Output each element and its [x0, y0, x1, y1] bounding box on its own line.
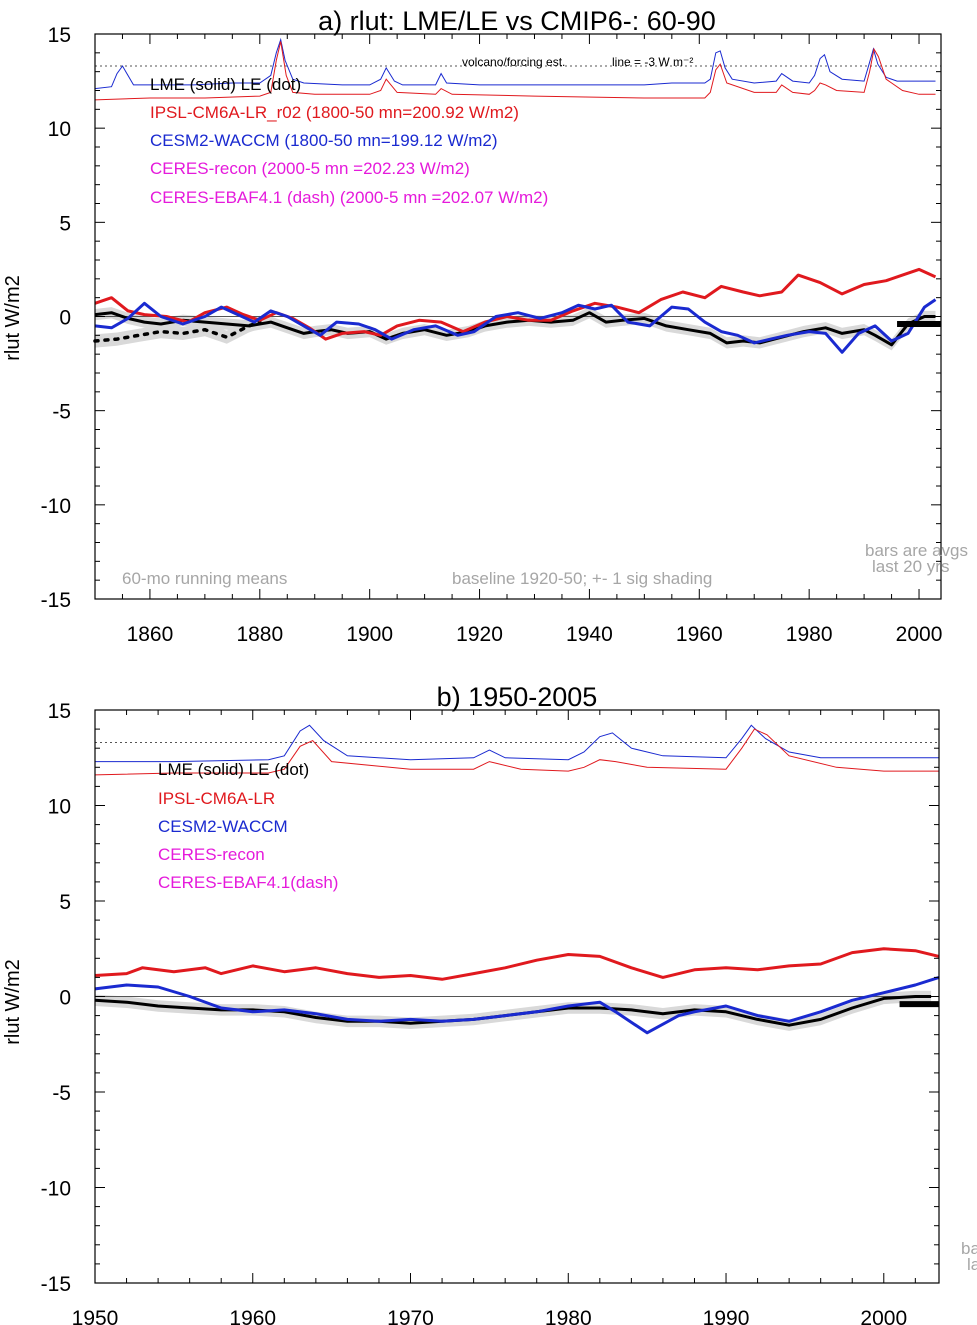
x-tick-label: 1990: [703, 1307, 750, 1325]
panel-b-sigma-shading: [95, 990, 932, 1031]
y-tick-label: -15: [41, 1273, 71, 1296]
y-tick-label: -5: [52, 1082, 71, 1105]
series-line-le: [93, 320, 262, 343]
forcing-line-cesm: [94, 37, 936, 90]
panel-a-legend: LME (solid) LE (dot) IPSL-CM6A-LR_r02 (1…: [150, 75, 548, 207]
series-line-ipsl-cm6a-lr: [94, 947, 940, 981]
panel-a-ylabel: rlut W/m2: [2, 275, 24, 361]
panel-b-legend-ceres-recon: CERES-recon: [158, 845, 265, 864]
x-tick-label: 2000: [896, 623, 943, 646]
forcing-line-ipsl: [94, 41, 936, 101]
x-tick-label: 2000: [860, 1307, 907, 1325]
y-tick-label: 10: [48, 796, 71, 819]
y-tick-label: 15: [48, 24, 71, 47]
panel-b-legend: LME (solid) LE (dot) IPSL-CM6A-LR CESM2-…: [158, 760, 338, 892]
x-tick-label: 1970: [387, 1307, 434, 1325]
panel-a-axes: [94, 33, 942, 600]
panel-a-legend-ceres-recon: CERES-recon (2000-5 mn =202.23 W/m2): [150, 159, 470, 178]
series-line-lme: [94, 311, 936, 347]
panel-b-reference-lines: [95, 741, 939, 997]
panel-a-tick-labels: 15 10 5 0 -5 -10 -15 1860 1880 1900 1920 1940 1960 19…: [41, 24, 943, 646]
x-tick-label: 1960: [676, 623, 723, 646]
panel-b-series: [94, 947, 940, 1035]
panel-a-volcano-note: volcano/forcing est.: [462, 55, 565, 69]
panel-b-bars-note-2: la: [967, 1255, 977, 1274]
y-tick-label: 0: [59, 307, 71, 330]
panel-a-series: [93, 267, 941, 354]
panel-b-axes: [94, 709, 940, 1284]
panel-a: a) rlut: LME/LE vs CMIP6-: 60-90 rlut W/…: [2, 6, 968, 646]
panel-a-legend-cesm: CESM2-WACCM (1800-50 mn=199.12 W/m2): [150, 131, 498, 150]
panel-b: b) 1950-2005 rlut W/m2 15 10 5 0 -5 -10 -15195…: [2, 682, 977, 1325]
panel-b-legend-ipsl: IPSL-CM6A-LR: [158, 789, 275, 808]
panel-b-legend-lme: LME (solid) LE (dot): [158, 760, 309, 779]
y-tick-label: 5: [59, 212, 71, 235]
panel-a-line-note: line = -3 W m⁻²: [612, 55, 693, 69]
x-tick-label: 1860: [127, 623, 174, 646]
x-tick-label: 1960: [229, 1307, 276, 1325]
series-line-cesm2-waccm: [94, 298, 937, 354]
shading-band-lme: [95, 990, 932, 1031]
series-line-ipsl-cm6a-lr-r02: [94, 267, 937, 341]
panel-b-forcing-lines: [94, 724, 939, 776]
panel-a-running-means-note: 60-mo running means: [122, 569, 287, 588]
panel-a-baseline-note: baseline 1920-50; +- 1 sig shading: [452, 569, 712, 588]
panel-b-title: b) 1950-2005: [437, 682, 598, 712]
x-tick-label: 1980: [545, 1307, 592, 1325]
series-line-cesm2-waccm: [94, 975, 940, 1035]
forcing-line-ipsl: [94, 728, 939, 776]
panel-a-reference-lines: [95, 65, 941, 317]
x-tick-label: 1920: [456, 623, 503, 646]
x-tick-label: 1950: [72, 1307, 119, 1325]
x-tick-label: 1880: [236, 623, 283, 646]
panel-a-forcing-lines: [94, 37, 936, 101]
panel-b-legend-cesm: CESM2-WACCM: [158, 817, 288, 836]
panel-b-ylabel: rlut W/m2: [2, 959, 24, 1045]
panel-a-bars-note-2: last 20 yrs: [872, 557, 949, 576]
y-tick-label: -5: [52, 401, 71, 424]
x-tick-label: 1900: [346, 623, 393, 646]
x-tick-label: 1980: [786, 623, 833, 646]
y-tick-label: -10: [41, 1178, 71, 1201]
y-tick-label: -10: [41, 495, 71, 518]
panel-a-legend-ipsl: IPSL-CM6A-LR_r02 (1800-50 mn=200.92 W/m2…: [150, 103, 519, 122]
shading-band-lme: [95, 307, 936, 351]
y-tick-label: 15: [48, 700, 71, 723]
panel-a-bars-note-1: bars are avgs: [865, 541, 968, 560]
panel-a-legend-ceres-ebaf: CERES-EBAF4.1 (dash) (2000-5 mn =202.07 …: [150, 188, 548, 207]
y-tick-label: 0: [59, 987, 71, 1010]
forcing-line-cesm: [95, 724, 939, 763]
y-tick-label: -15: [41, 589, 71, 612]
panel-b-legend-ceres-ebaf: CERES-EBAF4.1(dash): [158, 873, 338, 892]
y-tick-label: 10: [48, 118, 71, 141]
panel-b-bars-note-1: ba: [961, 1239, 977, 1258]
panel-a-legend-lme: LME (solid) LE (dot): [150, 75, 301, 94]
x-tick-label: 1940: [566, 623, 613, 646]
y-tick-label: 5: [59, 891, 71, 914]
panel-a-title: a) rlut: LME/LE vs CMIP6-: 60-90: [318, 6, 716, 36]
